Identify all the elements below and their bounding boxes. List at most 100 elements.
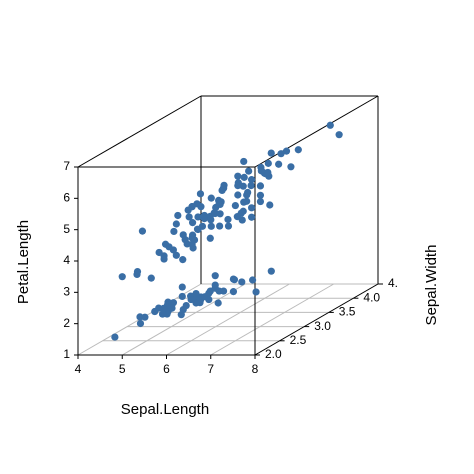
point — [188, 203, 196, 211]
box-edge — [77, 95, 202, 168]
point — [205, 295, 213, 304]
point — [194, 213, 202, 221]
y-tick-label: 2.5 — [290, 333, 307, 347]
point — [178, 283, 186, 291]
point — [211, 209, 219, 217]
point — [212, 203, 220, 212]
z-tick-label: 2 — [63, 316, 70, 330]
point — [224, 215, 232, 224]
point — [192, 299, 200, 307]
z-axis-label: Petal.Length — [15, 220, 32, 304]
box-edge — [254, 95, 379, 168]
z-tick-label: 3 — [63, 285, 70, 299]
y-tick-label: 3.5 — [339, 305, 356, 319]
point — [335, 131, 343, 139]
x-tick-label: 6 — [163, 362, 170, 376]
x-tick-label: 8 — [252, 362, 259, 376]
point — [237, 209, 245, 217]
point — [230, 276, 239, 284]
point — [238, 278, 246, 286]
point — [243, 197, 251, 205]
point — [151, 307, 159, 316]
box-edge — [254, 283, 379, 356]
z-tick-label: 7 — [63, 159, 70, 173]
point — [267, 267, 275, 275]
point — [238, 216, 246, 224]
point — [243, 191, 251, 199]
point — [234, 172, 242, 180]
point — [207, 216, 215, 224]
point — [216, 210, 224, 218]
point — [266, 201, 274, 209]
point — [182, 301, 190, 310]
point — [277, 150, 285, 158]
point — [185, 213, 193, 221]
point — [178, 292, 186, 301]
point — [172, 220, 180, 228]
y-axis-label: Sepal.Width — [423, 245, 440, 326]
point — [214, 299, 222, 307]
point — [179, 231, 187, 239]
point — [245, 167, 253, 175]
point — [177, 311, 185, 319]
point — [138, 227, 147, 235]
point — [207, 194, 215, 202]
point — [219, 184, 228, 192]
point — [247, 182, 255, 190]
point — [188, 219, 197, 227]
point — [183, 240, 191, 248]
point — [206, 287, 214, 295]
point — [216, 222, 224, 230]
grid-line — [122, 283, 246, 356]
point — [224, 222, 233, 230]
point — [133, 270, 141, 279]
y-tick-label: 4. — [388, 276, 398, 290]
point — [160, 255, 168, 263]
point — [159, 310, 167, 318]
point — [231, 201, 239, 210]
grid-line — [210, 283, 334, 356]
point — [247, 213, 256, 221]
point — [207, 222, 215, 230]
point — [211, 272, 219, 280]
point — [234, 191, 242, 199]
point — [252, 288, 260, 296]
point — [247, 176, 256, 184]
point — [234, 179, 242, 187]
point — [249, 276, 257, 284]
x-tick-label: 7 — [207, 362, 214, 376]
point — [179, 256, 187, 264]
point — [275, 160, 283, 168]
point — [264, 159, 272, 167]
point — [159, 304, 168, 312]
point — [206, 234, 214, 242]
point — [247, 204, 256, 212]
point — [196, 190, 205, 198]
point — [326, 121, 334, 129]
point — [256, 182, 265, 190]
y-tick-label: 3.0 — [314, 319, 331, 333]
x-axis-label: Sepal.Length — [121, 401, 209, 418]
grid-line — [166, 283, 290, 356]
point — [192, 290, 200, 298]
z-tick-label: 4 — [63, 253, 70, 267]
point — [174, 211, 182, 220]
point — [170, 227, 178, 236]
point — [256, 197, 265, 206]
point — [172, 251, 180, 259]
point — [211, 281, 219, 289]
x-tick-label: 4 — [75, 362, 82, 376]
point — [282, 147, 291, 155]
point — [136, 319, 145, 328]
point — [188, 231, 197, 239]
point — [240, 173, 248, 181]
point — [267, 149, 275, 157]
z-tick-label: 5 — [63, 222, 70, 236]
point — [240, 157, 248, 166]
point — [294, 146, 302, 154]
point — [257, 167, 266, 175]
point — [168, 304, 176, 312]
point — [141, 313, 149, 321]
z-tick-label: 6 — [63, 191, 70, 205]
